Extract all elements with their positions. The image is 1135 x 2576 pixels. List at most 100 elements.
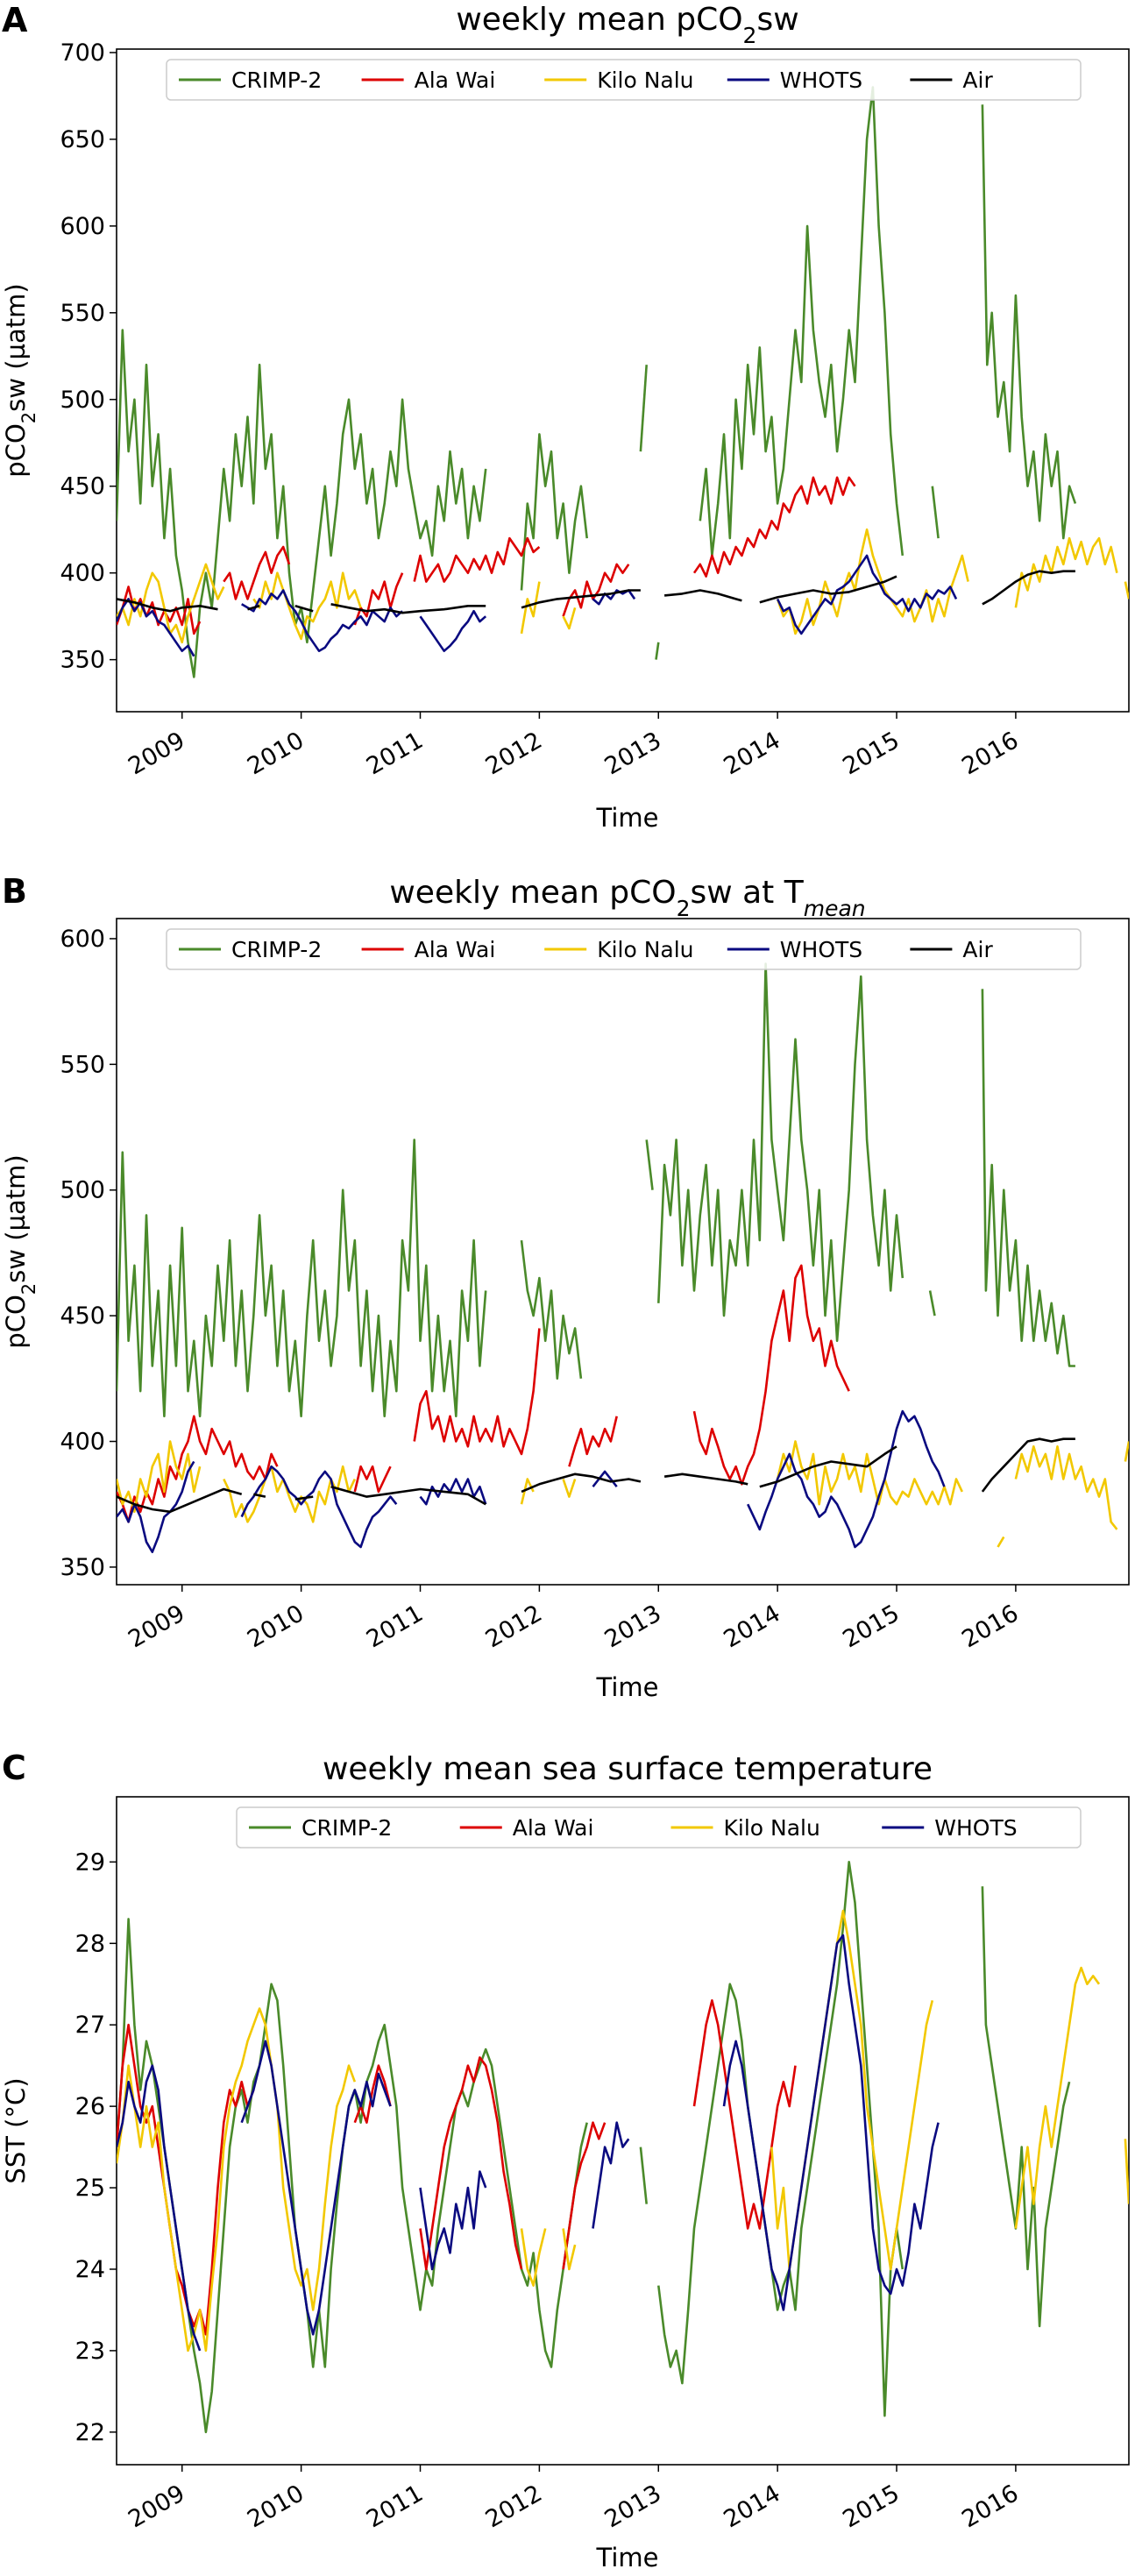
panel-letter: B	[2, 872, 27, 911]
legend-label: Ala Wai	[513, 1815, 594, 1841]
series-line-kilo-nalu	[1014, 1445, 1118, 1530]
y-tick-label: 23	[75, 2338, 105, 2365]
y-tick-label: 25	[75, 2175, 105, 2202]
series-line-air	[521, 589, 641, 609]
y-axis-label: pCO2sw (µatm)	[1, 1154, 39, 1348]
y-tick-label: 28	[75, 1930, 105, 1957]
legend: CRIMP-2 Ala Wai Kilo Nalu WHOTS Air	[166, 59, 1082, 101]
series-line-kilo-nalu	[562, 1479, 577, 1498]
x-tick-label: 2011	[362, 727, 428, 780]
series-line-kilo-nalu	[562, 607, 577, 630]
y-tick-label: 500	[60, 1177, 105, 1204]
title-subscript: 2	[677, 896, 691, 921]
axes-frame	[116, 48, 1130, 713]
x-tick-label: 2009	[124, 2480, 189, 2533]
series-line-ala-wai	[568, 1416, 618, 1467]
series-line-crimp-2	[520, 1239, 583, 1380]
series-line-crimp-2	[981, 104, 1077, 540]
series-line-kilo-nalu	[1014, 536, 1118, 608]
series-line-air	[521, 1473, 642, 1494]
y-label-subscript: 2	[18, 1283, 39, 1295]
x-tick-label: 2014	[720, 727, 785, 780]
series-line-whots	[776, 554, 958, 635]
series-line-air	[294, 605, 314, 613]
x-tick-label: 2012	[481, 727, 547, 780]
series-line-ala-wai	[562, 2121, 607, 2270]
panel-letter: C	[2, 1749, 26, 1787]
series-line-ala-wai	[117, 2023, 255, 2336]
x-tick-label: 2013	[600, 727, 666, 780]
legend-box	[166, 59, 1082, 101]
series-line-air	[247, 605, 260, 611]
x-tick-label: 2013	[600, 1600, 666, 1653]
legend-label: WHOTS	[934, 1815, 1017, 1841]
series-line-kilo-nalu	[252, 571, 362, 641]
series-line-crimp-2	[639, 2147, 648, 2204]
series-line-kilo-nalu	[520, 581, 541, 635]
series-line-kilo-nalu	[997, 1536, 1005, 1548]
legend-label: CRIMP-2	[301, 1815, 392, 1841]
series-line-whots	[117, 1460, 195, 1553]
series-line-ala-wai	[692, 1999, 797, 2230]
series-line-ala-wai	[223, 545, 291, 600]
series-line-air	[253, 1493, 266, 1498]
x-tick-label: 2015	[839, 1600, 904, 1653]
series-line-crimp-2	[117, 1139, 487, 1418]
y-tick-label: 26	[75, 2093, 105, 2120]
series-line-ala-wai	[117, 1415, 279, 1523]
x-tick-label: 2012	[481, 1600, 547, 1653]
series-line-whots	[592, 2121, 630, 2229]
series-line-kilo-nalu	[1014, 1966, 1101, 2229]
series-line-whots	[419, 2170, 487, 2271]
x-tick-label: 2011	[362, 1600, 428, 1653]
title-part: weekly mean sea surface temperature	[323, 1751, 933, 1787]
y-tick-label: 500	[60, 387, 105, 414]
legend-label: CRIMP-2	[231, 937, 322, 962]
axes-frame	[116, 918, 1130, 1586]
series-line-crimp-2	[931, 486, 940, 539]
series-line-crimp-2	[928, 1290, 936, 1316]
chart-title: weekly mean sea surface temperature	[323, 1751, 933, 1787]
x-tick-label: 2016	[957, 727, 1023, 780]
y-tick-label: 600	[60, 213, 105, 240]
y-tick-label: 550	[60, 300, 105, 327]
legend-label: Ala Wai	[415, 67, 496, 93]
title-part: weekly mean pCO	[389, 875, 676, 911]
series-line-crimp-2	[981, 1886, 1071, 2328]
series-line-kilo-nalu	[770, 1909, 934, 2271]
series-line-ala-wai	[413, 536, 541, 583]
x-axis-label: Time	[596, 1672, 659, 1702]
y-tick-label: 350	[60, 647, 105, 674]
y-tick-label: 400	[60, 1429, 105, 1456]
x-tick-label: 2015	[839, 2480, 904, 2533]
series-line-whots	[241, 589, 403, 652]
series-line-ala-wai	[692, 1264, 850, 1486]
series-line-kilo-nalu	[117, 563, 225, 644]
y-tick-label: 600	[60, 926, 105, 953]
series-line-ala-wai	[419, 2056, 523, 2271]
y-tick-label: 650	[60, 126, 105, 153]
x-tick-label: 2014	[720, 2480, 785, 2533]
y-tick-label: 450	[60, 1302, 105, 1330]
legend-label: Ala Wai	[415, 937, 496, 962]
legend-label: Air	[962, 937, 993, 962]
chart-title: weekly mean pCO2sw	[456, 2, 798, 48]
title-subscript: mean	[804, 896, 866, 921]
y-tick-label: 27	[75, 2012, 105, 2039]
y-label-subscript: 2	[18, 412, 39, 423]
series-line-air	[759, 575, 897, 604]
title-subscript: 2	[743, 23, 757, 48]
series-line-crimp-2	[117, 329, 487, 678]
x-axis-label: Time	[596, 803, 659, 833]
x-tick-label: 2016	[957, 1600, 1023, 1653]
x-tick-label: 2016	[957, 2480, 1023, 2533]
series-line-kilo-nalu	[520, 2228, 547, 2287]
y-label-part: sw (µatm)	[1, 283, 31, 412]
x-tick-label: 2014	[720, 1600, 785, 1653]
y-tick-label: 550	[60, 1051, 105, 1078]
